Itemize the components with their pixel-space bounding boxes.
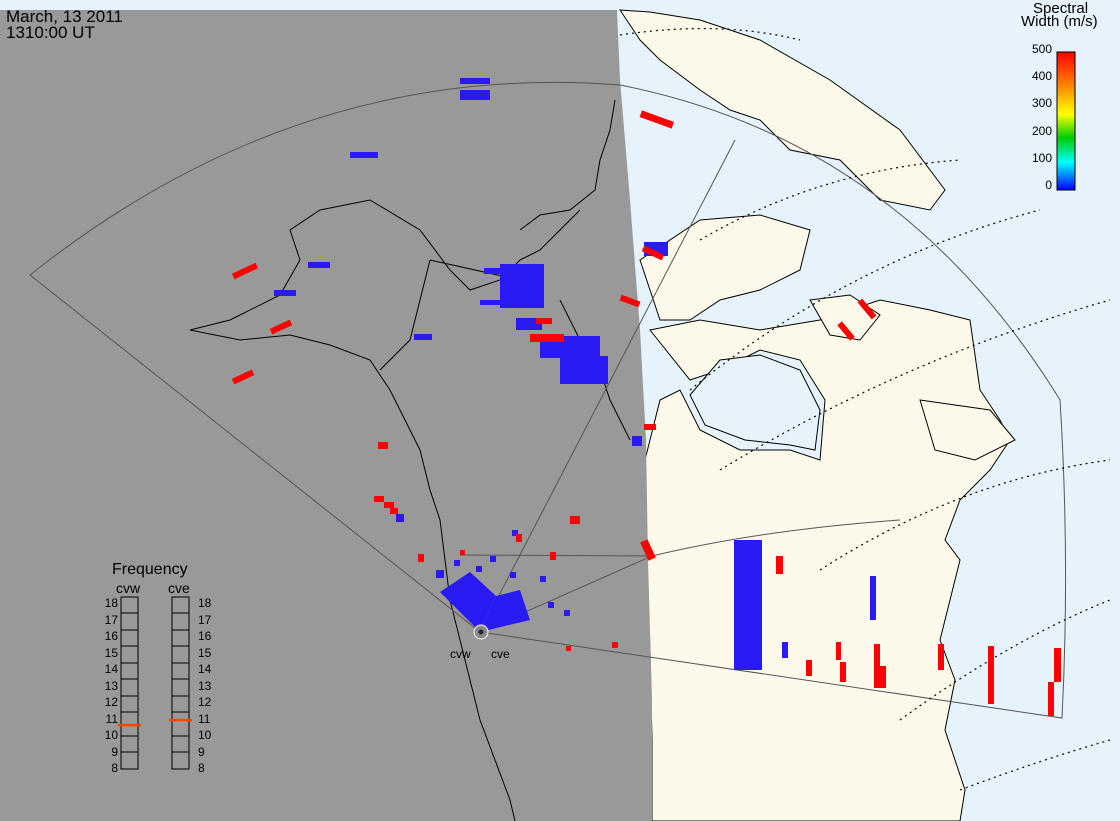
freq-tick-label: 13 bbox=[198, 678, 212, 693]
coastlines-night bbox=[189, 99, 631, 821]
scatter-cells-low bbox=[274, 78, 876, 670]
colorbar-units: Width (m/s) bbox=[1021, 13, 1098, 30]
freq-tick-label: 8 bbox=[198, 761, 205, 775]
freq-tick-label: 17 bbox=[198, 612, 212, 627]
freq-tick-label: 9 bbox=[198, 744, 205, 759]
radar-label-cvw: cvw bbox=[450, 647, 471, 661]
colorbar-tick: 0 bbox=[1045, 178, 1052, 192]
freq-tick-label: 18 bbox=[104, 596, 118, 610]
freq-tick-label: 8 bbox=[111, 761, 118, 775]
scatter-cells-high bbox=[231, 110, 1061, 716]
frequency-title: Frequency bbox=[112, 561, 188, 578]
freq-tick-label: 12 bbox=[104, 695, 118, 709]
freq-tick-label: 11 bbox=[105, 711, 118, 726]
freq-tick-label: 15 bbox=[198, 645, 212, 660]
date-label: March, 13 2011 bbox=[6, 7, 123, 26]
colorbar-tick: 400 bbox=[1031, 69, 1052, 83]
freq-tick-label: 10 bbox=[104, 728, 118, 742]
frequency-bars bbox=[120, 596, 190, 770]
colorbar-tick: 100 bbox=[1031, 151, 1052, 165]
freq-tick-label: 17 bbox=[104, 612, 118, 627]
colorbar-tick: 200 bbox=[1031, 124, 1052, 138]
grid-lines bbox=[619, 27, 1111, 791]
freq-tick-label: 13 bbox=[104, 678, 118, 693]
freq-tick-label: 18 bbox=[198, 596, 212, 610]
freq-radar-label: cvw bbox=[116, 580, 141, 596]
freq-tick-label: 15 bbox=[104, 645, 118, 660]
freq-tick-label: 16 bbox=[104, 629, 118, 643]
freq-tick-label: 12 bbox=[198, 695, 212, 709]
colorbar-tick: 500 bbox=[1031, 42, 1052, 56]
colorbar bbox=[1056, 51, 1076, 191]
time-label: 1310:00 UT bbox=[6, 23, 95, 42]
freq-tick-label: 11 bbox=[198, 711, 211, 726]
colorbar-tick: 300 bbox=[1031, 96, 1052, 110]
colorbar-title: Spectral bbox=[1033, 0, 1089, 17]
freq-radar-label: cve bbox=[168, 580, 190, 596]
freq-tick-label: 14 bbox=[198, 662, 212, 676]
freq-tick-label: 9 bbox=[111, 744, 118, 759]
freq-tick-label: 10 bbox=[198, 728, 212, 742]
freq-tick-label: 16 bbox=[198, 629, 212, 643]
radar-label-cve: cve bbox=[491, 647, 510, 661]
freq-tick-label: 14 bbox=[104, 662, 118, 676]
